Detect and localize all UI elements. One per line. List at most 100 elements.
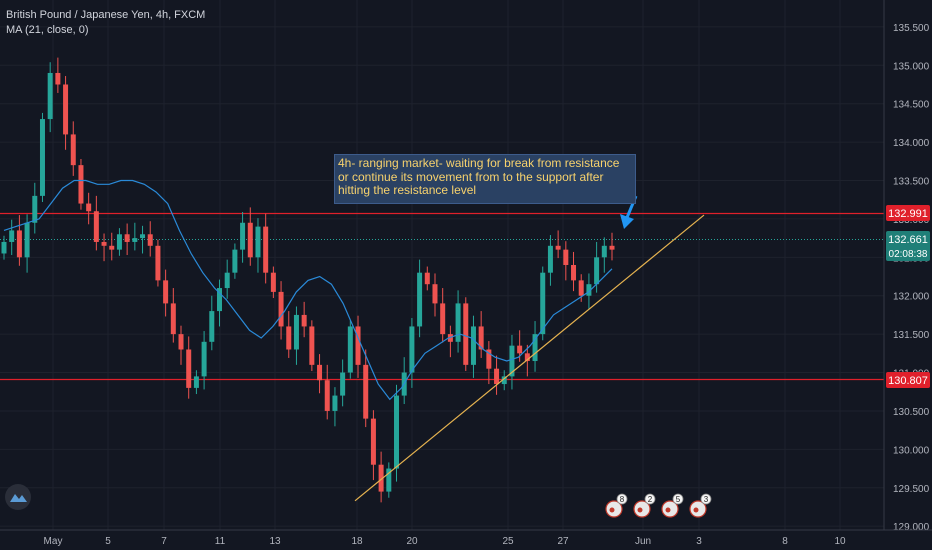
price-tick-label: 130.000 — [893, 445, 930, 456]
time-tick-label: 3 — [696, 536, 702, 547]
candle — [93, 195, 99, 251]
svg-text:130.807: 130.807 — [888, 375, 928, 387]
annotation-line-3: hitting the resistance level — [338, 183, 477, 197]
candle — [340, 359, 346, 407]
candle — [216, 279, 222, 327]
candle — [571, 251, 577, 292]
time-tick-label: 27 — [557, 536, 569, 547]
svg-text:132.661: 132.661 — [888, 234, 928, 246]
time-tick-label: 7 — [161, 536, 167, 547]
candle — [286, 311, 292, 358]
candle — [201, 331, 207, 390]
svg-text:02:08:38: 02:08:38 — [889, 249, 928, 260]
price-tick-label: 130.500 — [893, 407, 930, 418]
price-tick-label: 135.000 — [893, 61, 930, 72]
candle — [278, 281, 284, 340]
price-tick-label: 133.500 — [893, 177, 930, 188]
annotation-callout[interactable]: 4h- ranging market- waiting for break fr… — [334, 154, 636, 204]
candle — [70, 121, 76, 176]
candle — [532, 321, 538, 372]
indicator-label[interactable]: MA (21, close, 0) — [6, 24, 89, 36]
candle — [240, 212, 246, 263]
event-badge[interactable]: 5 — [661, 493, 684, 518]
candle — [16, 215, 22, 266]
candle — [263, 213, 269, 284]
candle — [455, 290, 461, 353]
candle — [509, 334, 515, 390]
time-axis-ticks: May 5 7 11 13 18 20 25 27 Jun 3 8 10 — [44, 536, 846, 547]
candle — [486, 341, 492, 385]
time-axis[interactable] — [0, 530, 932, 550]
candle — [63, 76, 69, 150]
price-tick-label: 131.500 — [893, 330, 930, 341]
candle — [140, 225, 146, 254]
candle — [55, 57, 61, 93]
time-tick-label: 13 — [269, 536, 281, 547]
time-tick-label: 18 — [351, 536, 363, 547]
candle — [224, 259, 230, 299]
candle — [355, 315, 361, 378]
candle — [301, 301, 307, 338]
candle — [363, 349, 369, 428]
annotation-line-2: or continue its movement from to the sup… — [338, 169, 604, 184]
price-tick-label: 129.500 — [893, 484, 930, 495]
event-badge[interactable]: 3 — [689, 493, 712, 518]
candle — [24, 214, 30, 273]
time-tick-label: 8 — [782, 536, 788, 547]
candle — [378, 451, 384, 503]
event-badge[interactable]: 8 — [605, 493, 628, 518]
candle — [478, 311, 484, 358]
candle — [440, 288, 446, 343]
grid — [0, 0, 884, 530]
candle — [132, 222, 138, 251]
time-tick-label: 25 — [502, 536, 514, 547]
candle — [524, 344, 530, 377]
price-axis[interactable] — [884, 0, 932, 530]
candle — [501, 370, 507, 391]
event-badges: 8 2 5 3 — [605, 493, 712, 518]
price-tick-label: 134.000 — [893, 138, 930, 149]
candle — [424, 266, 430, 291]
candle — [609, 232, 615, 261]
candle — [186, 336, 192, 399]
candle — [370, 410, 376, 481]
chart-legend: British Pound / Japanese Yen, 4h, FXCM M… — [6, 8, 205, 38]
candle — [432, 273, 438, 317]
candle — [1, 235, 7, 260]
candle — [78, 159, 84, 210]
candle — [270, 266, 276, 299]
candle — [447, 325, 453, 358]
candle — [540, 266, 546, 341]
level-lines — [0, 212, 884, 381]
event-badge-count: 5 — [676, 495, 681, 504]
resistance-price-label: 132.991 — [886, 205, 930, 221]
candle — [155, 239, 161, 287]
candle — [601, 237, 607, 273]
candle — [347, 320, 353, 379]
symbol-title[interactable]: British Pound / Japanese Yen, 4h, FXCM — [6, 9, 206, 21]
price-tick-label: 135.500 — [893, 23, 930, 34]
candle — [163, 269, 169, 317]
candle — [193, 370, 199, 395]
trendline[interactable] — [354, 214, 705, 502]
candle — [470, 315, 476, 378]
time-tick-label: 20 — [406, 536, 418, 547]
time-tick-label: 5 — [105, 536, 111, 547]
candle — [563, 241, 569, 281]
candle — [547, 235, 553, 286]
candle — [209, 295, 215, 351]
logo-icon[interactable] — [5, 484, 31, 510]
annotation-line-1: 4h- ranging market- waiting for break fr… — [338, 156, 620, 170]
time-tick-label: 11 — [215, 536, 226, 547]
candle — [463, 297, 469, 371]
time-tick-label: May — [44, 536, 63, 547]
time-tick-label: 10 — [834, 536, 846, 547]
current-price-label: 132.661 02:08:38 — [886, 231, 930, 261]
event-badge[interactable]: 2 — [633, 493, 656, 518]
time-tick-label: Jun — [635, 536, 651, 547]
candle — [170, 288, 176, 343]
candle — [255, 218, 261, 273]
candle — [9, 219, 15, 256]
candle — [386, 462, 392, 498]
